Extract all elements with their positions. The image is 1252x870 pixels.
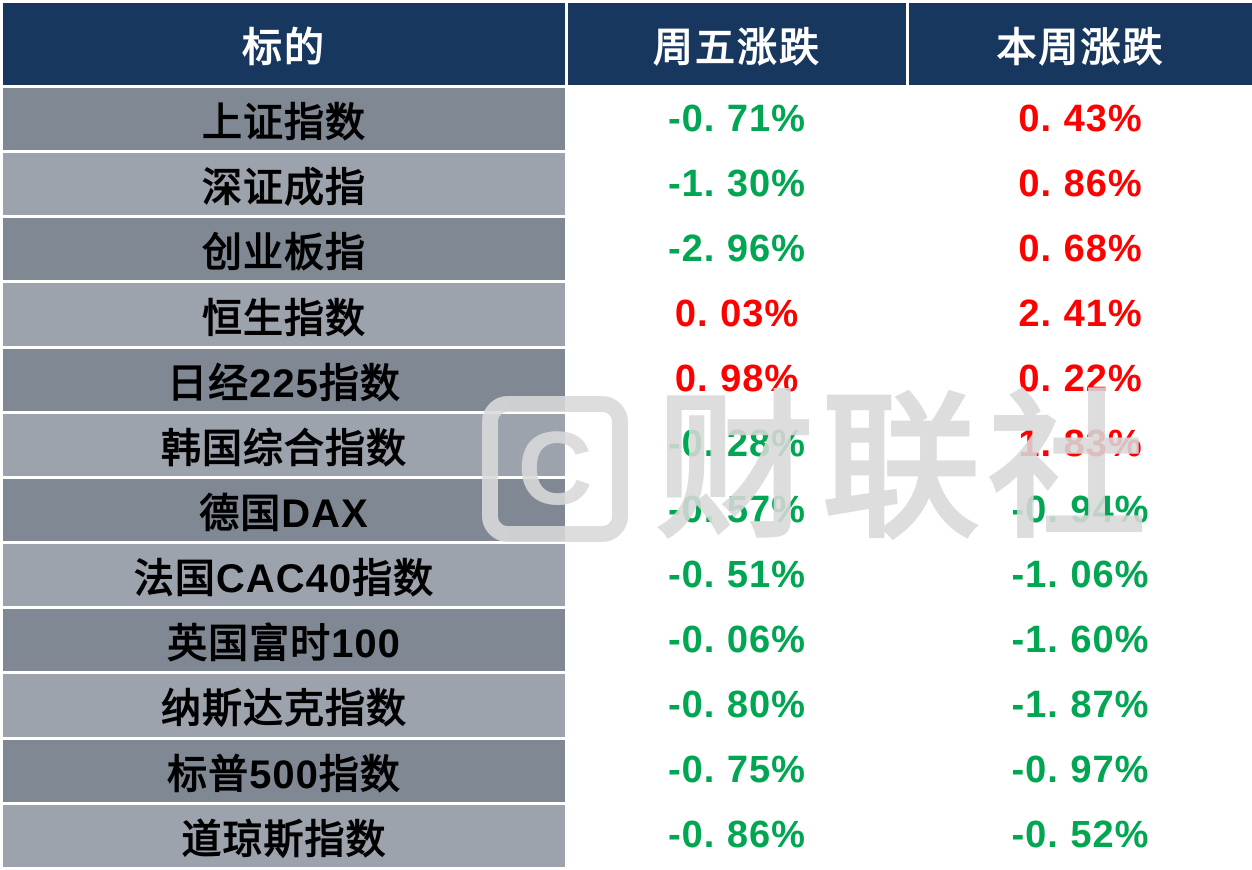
week-change-value: -1. 87% (906, 671, 1252, 740)
friday-change-value: -2. 96% (565, 215, 909, 284)
index-name: 英国富时100 (0, 606, 568, 675)
header-row: 标的 周五涨跌 本周涨跌 (0, 0, 1252, 88)
index-name: 日经225指数 (0, 345, 568, 414)
table-row: 英国富时100 -0. 06% -1. 60% (0, 606, 1252, 675)
index-name: 创业板指 (0, 215, 568, 284)
week-change-value: 0. 68% (906, 215, 1252, 284)
week-change-value: -1. 06% (906, 541, 1252, 610)
friday-change-value: -0. 51% (565, 541, 909, 610)
index-name: 纳斯达克指数 (0, 671, 568, 740)
index-name: 上证指数 (0, 84, 568, 154)
table-row: 深证成指 -1. 30% 0. 86% (0, 150, 1252, 219)
week-change-value: 0. 43% (906, 84, 1252, 154)
table-row: 德国DAX -0. 57% -0. 94% (0, 475, 1252, 545)
friday-change-value: -0. 86% (565, 801, 909, 870)
index-name: 深证成指 (0, 150, 568, 219)
friday-change-value: -0. 06% (565, 606, 909, 675)
index-name: 德国DAX (0, 475, 568, 545)
table-row: 道琼斯指数 -0. 86% -0. 52% (0, 801, 1252, 870)
friday-change-value: -1. 30% (565, 150, 909, 219)
table-row: 日经225指数 0. 98% 0. 22% (0, 345, 1252, 414)
table-row: 韩国综合指数 -0. 28% 1. 83% (0, 410, 1252, 479)
header-week-change: 本周涨跌 (906, 0, 1252, 88)
week-change-value: 1. 83% (906, 410, 1252, 479)
index-name: 道琼斯指数 (0, 801, 568, 870)
table-row: 恒生指数 0. 03% 2. 41% (0, 280, 1252, 349)
table-row: 创业板指 -2. 96% 0. 68% (0, 215, 1252, 284)
index-name: 法国CAC40指数 (0, 541, 568, 610)
friday-change-value: -0. 75% (565, 736, 909, 805)
week-change-value: -0. 97% (906, 736, 1252, 805)
friday-change-value: -0. 28% (565, 410, 909, 479)
table-row: 纳斯达克指数 -0. 80% -1. 87% (0, 671, 1252, 740)
week-change-value: 2. 41% (906, 280, 1252, 349)
friday-change-value: -0. 57% (565, 475, 909, 545)
index-name: 标普500指数 (0, 736, 568, 805)
table-row: 上证指数 -0. 71% 0. 43% (0, 84, 1252, 154)
table-row: 标普500指数 -0. 75% -0. 97% (0, 736, 1252, 805)
week-change-value: -0. 94% (906, 475, 1252, 545)
friday-change-value: 0. 03% (565, 280, 909, 349)
friday-change-value: -0. 80% (565, 671, 909, 740)
header-target: 标的 (0, 0, 568, 88)
header-friday-change: 周五涨跌 (565, 0, 909, 88)
index-name: 韩国综合指数 (0, 410, 568, 479)
week-change-value: -0. 52% (906, 801, 1252, 870)
week-change-value: -1. 60% (906, 606, 1252, 675)
week-change-value: 0. 86% (906, 150, 1252, 219)
friday-change-value: 0. 98% (565, 345, 909, 414)
week-change-value: 0. 22% (906, 345, 1252, 414)
table-row: 法国CAC40指数 -0. 51% -1. 06% (0, 541, 1252, 610)
index-name: 恒生指数 (0, 280, 568, 349)
friday-change-value: -0. 71% (565, 84, 909, 154)
